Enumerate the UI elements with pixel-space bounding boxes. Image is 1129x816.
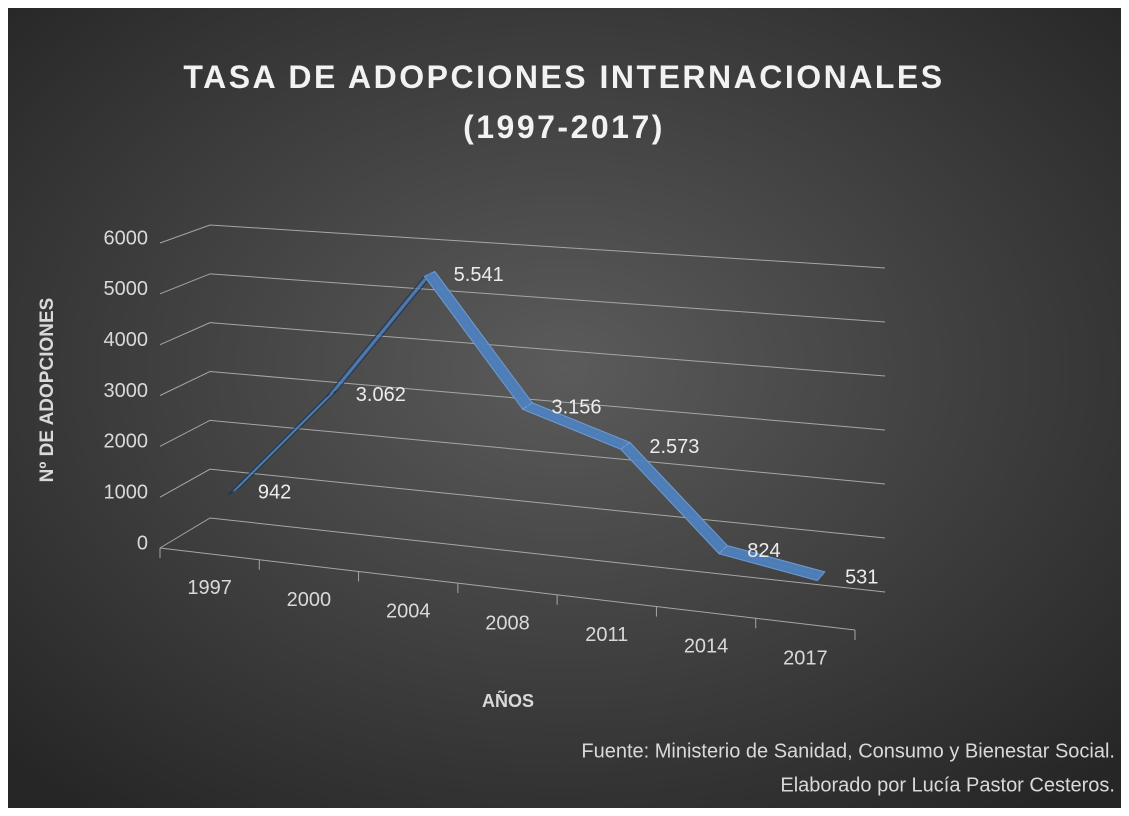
y-tick-label: 1000 <box>104 481 149 503</box>
data-label: 2.573 <box>649 436 699 458</box>
grid-line <box>159 273 886 323</box>
y-tick-label: 0 <box>137 532 148 554</box>
annotation: Fuente: Ministerio de Sanidad, Consumo y… <box>581 740 1115 762</box>
y-tick-label: 2000 <box>104 431 149 453</box>
chart-background <box>8 8 1121 808</box>
y-tick-label: 4000 <box>104 329 149 351</box>
y-axis-label: Nº DE ADOPCIONES <box>37 298 58 483</box>
x-tick-label: 2008 <box>485 612 530 634</box>
data-label: 3.156 <box>552 396 602 418</box>
x-tick-label: 2017 <box>783 647 828 669</box>
grid-line <box>159 517 886 593</box>
x-axis-label: AÑOS <box>482 690 534 711</box>
data-label: 942 <box>258 482 291 504</box>
x-tick-label: 2014 <box>684 636 729 658</box>
data-label: 824 <box>747 540 780 562</box>
data-label: 531 <box>845 567 878 589</box>
y-tick-label: 3000 <box>104 380 149 402</box>
annotation: Elaborado por Lucía Pastor Cesteros. <box>780 774 1115 796</box>
grid-line <box>159 370 886 431</box>
x-tick-label: 2011 <box>585 624 628 646</box>
x-axis <box>159 547 856 631</box>
grid-line <box>159 224 886 269</box>
x-tick-label: 2004 <box>386 601 431 623</box>
data-label: 3.062 <box>356 384 406 406</box>
grid-line <box>159 468 886 539</box>
x-tick-label: 1997 <box>187 577 232 599</box>
chart-title: TASA DE ADOPCIONES INTERNACIONALES (1997… <box>183 59 945 145</box>
line <box>233 272 822 577</box>
grid-line <box>159 419 886 485</box>
x-tick-label: 2000 <box>287 589 332 611</box>
data-label: 5.541 <box>454 264 504 286</box>
y-tick-label: 5000 <box>104 278 149 300</box>
y-tick-label: 6000 <box>104 227 149 249</box>
grid-line <box>159 322 886 377</box>
